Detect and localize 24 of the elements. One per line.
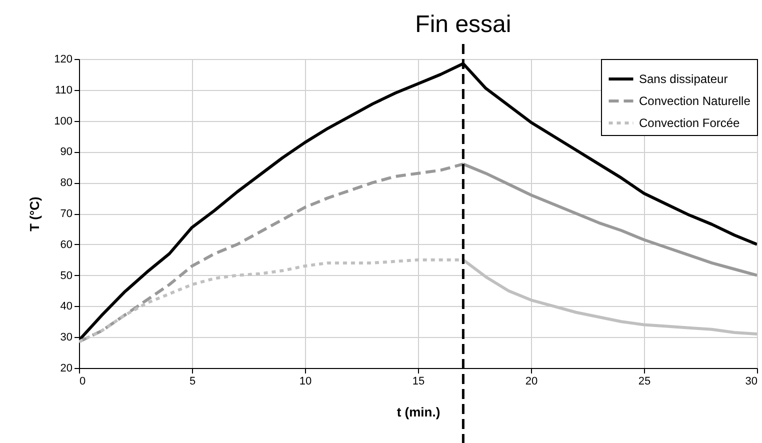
y-tick-label: 80: [60, 177, 72, 190]
y-axis-title: T (°C): [27, 196, 42, 232]
ref-line-label: Fin essai: [415, 11, 512, 38]
x-tick-label: 10: [299, 376, 312, 388]
y-tick-label: 40: [60, 300, 72, 313]
y-tick-label: 50: [60, 270, 72, 282]
x-tick-label: 20: [525, 376, 538, 388]
y-tick-label: 100: [54, 115, 72, 128]
y-tick-label: 60: [60, 238, 72, 251]
x-tick-label: 25: [638, 376, 651, 388]
x-axis-title: t (min.): [396, 404, 440, 420]
legend-label: Convection Forcée: [639, 116, 740, 130]
y-tick-label: 20: [60, 362, 72, 374]
y-tick-label: 120: [54, 54, 72, 66]
y-tick-label: 110: [54, 84, 72, 96]
legend-label: Convection Naturelle: [639, 94, 751, 108]
y-tick-label: 30: [60, 332, 72, 344]
x-tick-label: 5: [189, 376, 196, 388]
x-tick-label: 15: [412, 376, 425, 388]
x-tick-label: 30: [745, 376, 758, 388]
legend-label: Sans dissipateur: [639, 72, 728, 86]
x-tick-label: 0: [80, 376, 86, 388]
y-tick-label: 70: [60, 208, 72, 220]
y-tick-label: 90: [60, 146, 72, 158]
